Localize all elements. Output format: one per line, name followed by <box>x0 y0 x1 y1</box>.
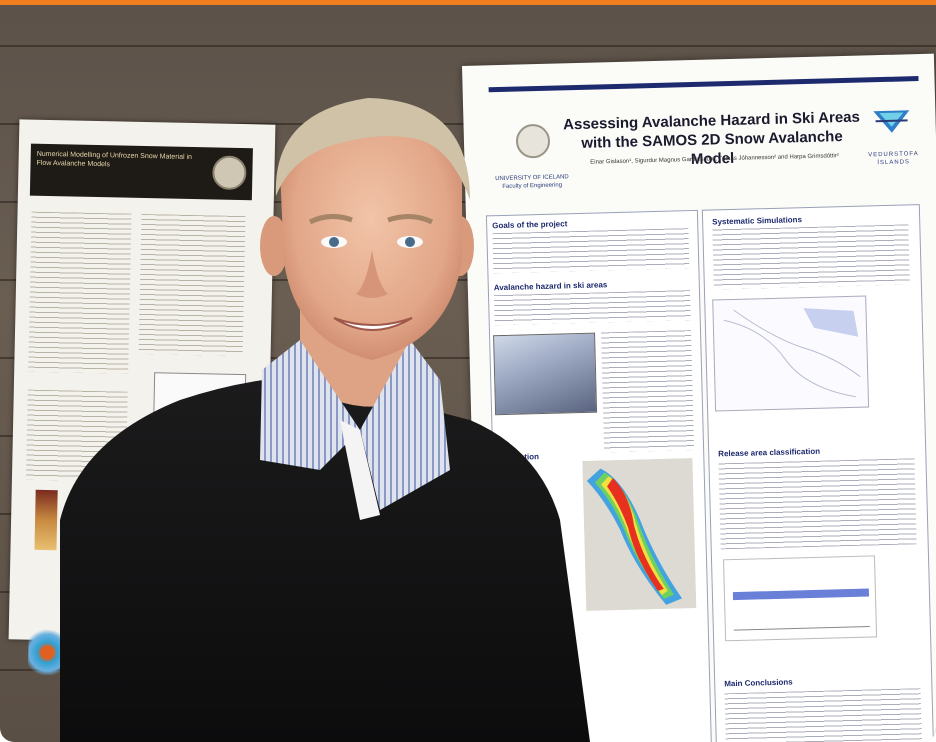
hair <box>275 98 470 200</box>
shirt-collar-right <box>360 340 450 510</box>
poster-terrain-map <box>712 295 870 412</box>
poster-bar-graph <box>723 555 878 642</box>
met-office-logo-icon <box>873 110 910 133</box>
right-poster: UNIVERSITY OF ICELAND Faculty of Enginee… <box>462 53 936 742</box>
shirt-collar-left <box>260 340 360 470</box>
sweater <box>60 376 590 742</box>
poster-avalanche-heatmap <box>582 458 697 611</box>
face <box>280 104 462 360</box>
top-accent-bar <box>0 0 936 5</box>
